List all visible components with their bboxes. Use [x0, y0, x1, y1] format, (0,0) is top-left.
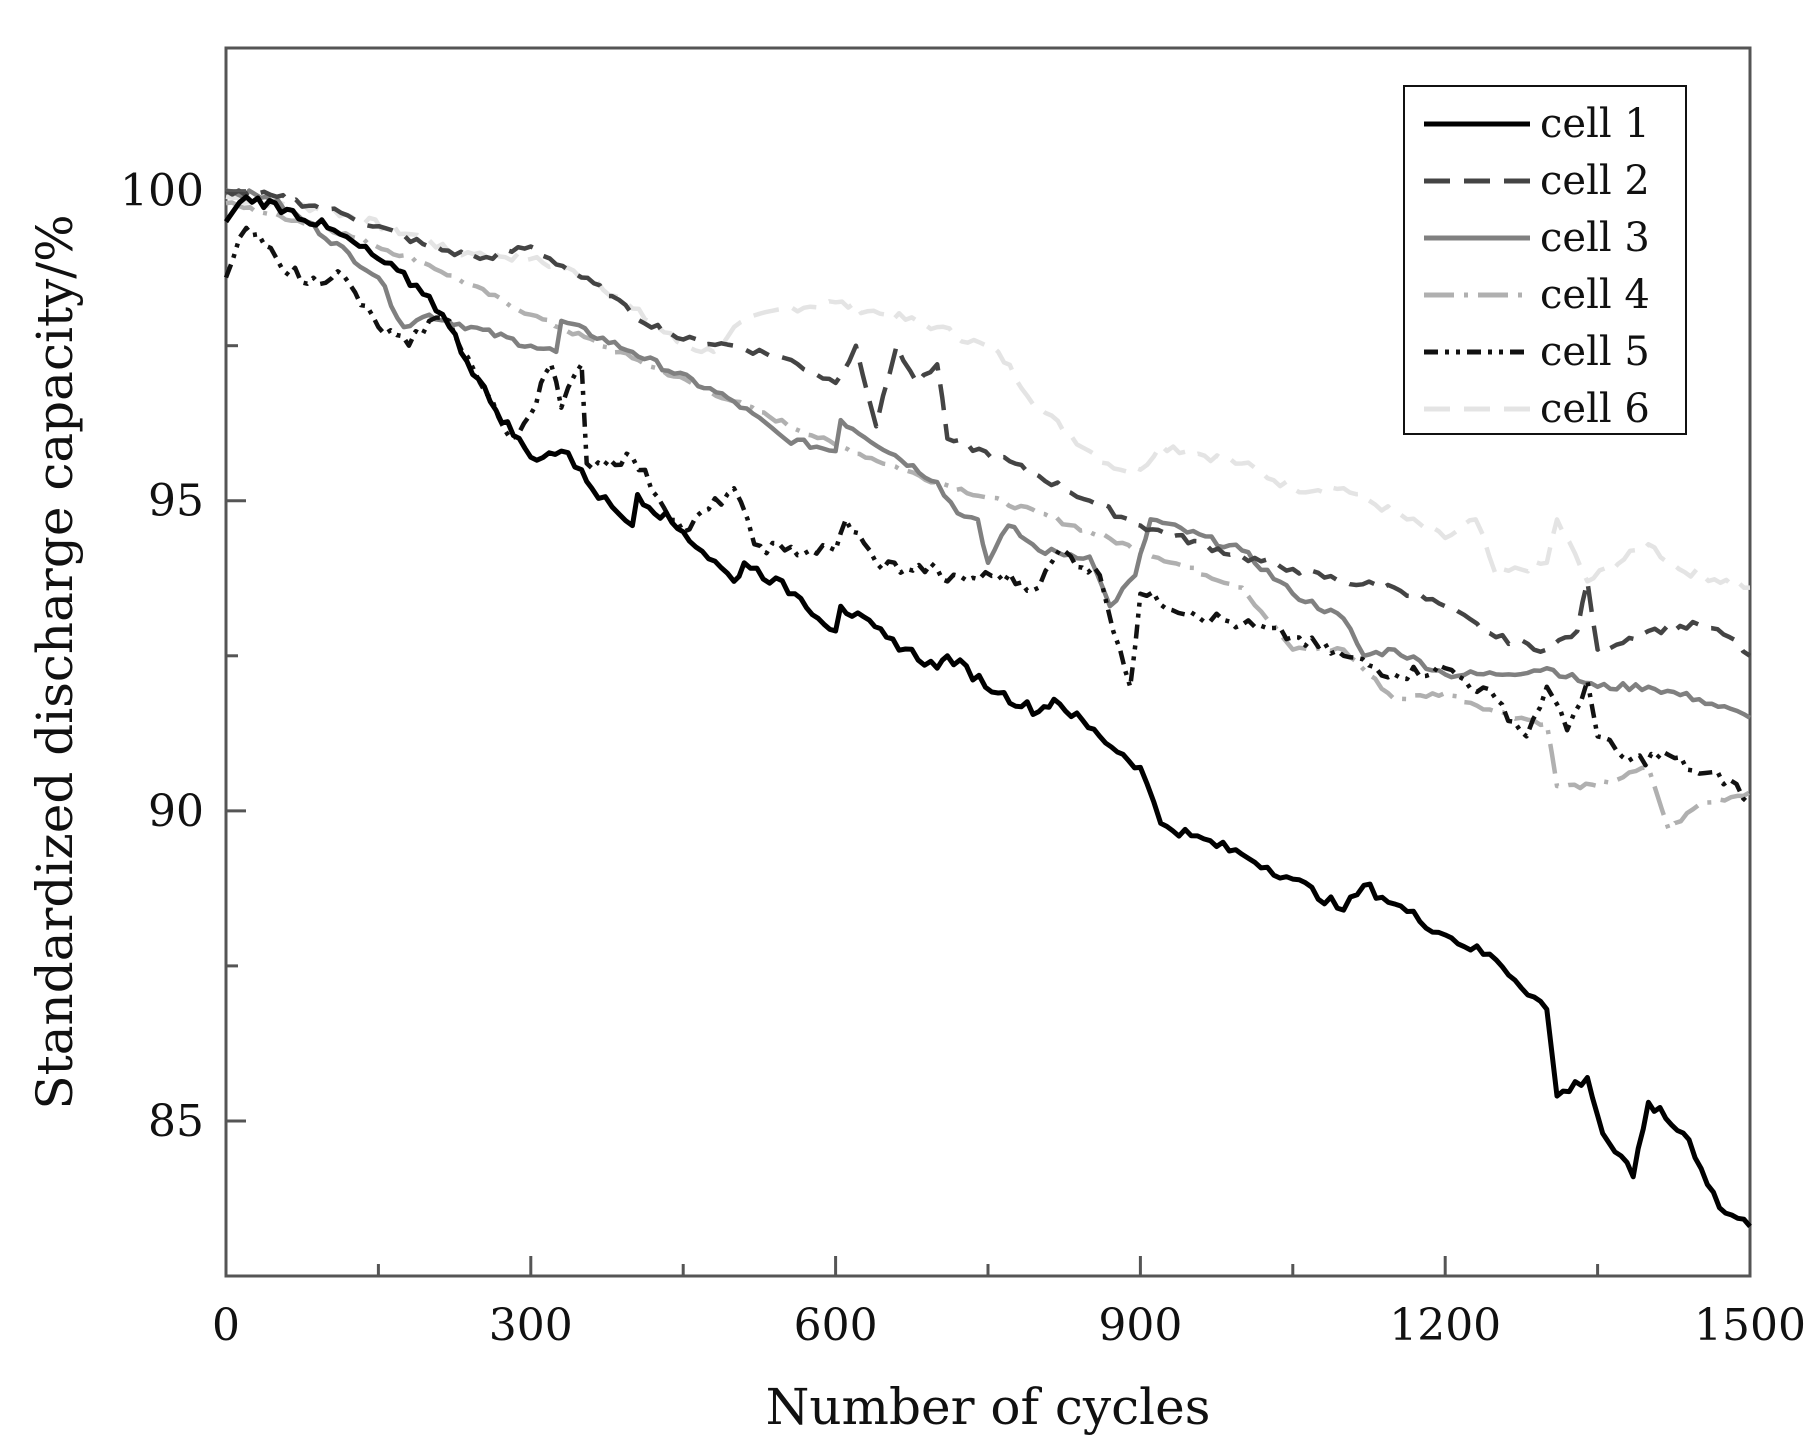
x-tick-label: 300	[489, 1300, 573, 1351]
y-tick-label: 85	[148, 1096, 204, 1147]
x-axis-title: Number of cycles	[766, 1378, 1211, 1436]
x-tick-label: 900	[1098, 1300, 1182, 1351]
legend-label-cell-6: cell 6	[1540, 386, 1650, 432]
axis-layer: 0 300 600 900 1200 1500 85 90 95 100	[120, 166, 1806, 1351]
series-layer	[223, 188, 1752, 1229]
y-axis-title: Standardized discharge capacity/%	[26, 214, 84, 1109]
x-tick-label: 1500	[1694, 1300, 1806, 1351]
legend-label-cell-5: cell 5	[1540, 329, 1650, 375]
legend-label-cell-4: cell 4	[1540, 272, 1650, 318]
series-line-cell-6	[225, 194, 1751, 591]
y-tick-label: 90	[148, 786, 204, 837]
series-line-cell-1	[223, 194, 1752, 1229]
y-tick-label: 95	[148, 476, 204, 527]
legend: cell 1 cell 2 cell 3 cell 4 cell 5 cell 6	[1403, 85, 1687, 435]
series-line-cell-2	[224, 188, 1752, 658]
legend-label-cell-1: cell 1	[1540, 101, 1650, 147]
x-tick-label: 1200	[1389, 1300, 1501, 1351]
legend-box	[1403, 85, 1687, 435]
legend-label-cell-3: cell 3	[1540, 215, 1650, 261]
x-tick-label: 0	[212, 1300, 240, 1351]
y-tick-label: 100	[120, 166, 204, 217]
x-tick-label: 600	[794, 1300, 878, 1351]
series-line-cell-3	[225, 188, 1752, 720]
legend-label-cell-2: cell 2	[1540, 158, 1650, 204]
series-line-cell-4	[225, 200, 1752, 832]
